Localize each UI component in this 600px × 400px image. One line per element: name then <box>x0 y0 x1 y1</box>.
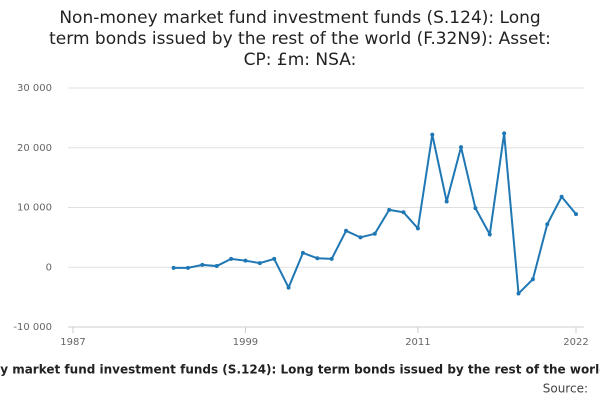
y-tick-label: 10 000 <box>17 203 52 214</box>
data-point <box>516 291 521 296</box>
data-point <box>300 250 305 255</box>
x-tick-label: 1987 <box>60 337 85 348</box>
data-point <box>171 265 176 270</box>
data-point <box>185 265 190 270</box>
data-point <box>444 199 449 204</box>
data-point <box>257 261 262 266</box>
data-point <box>387 207 392 212</box>
data-point <box>545 222 550 227</box>
x-tick-label: 1999 <box>233 337 258 348</box>
data-point <box>487 232 492 237</box>
data-point <box>329 256 334 261</box>
data-point <box>315 256 320 261</box>
data-point <box>559 194 564 199</box>
chart-title: Non-money market fund investment funds (… <box>59 8 540 28</box>
data-point <box>372 231 377 236</box>
data-point <box>344 228 349 233</box>
data-point <box>430 132 435 137</box>
data-point <box>530 277 535 282</box>
chart-title: CP: £m: NSA: <box>244 50 357 70</box>
y-tick-label: 30 000 <box>17 83 52 94</box>
data-point <box>574 212 578 217</box>
y-tick-label: 20 000 <box>17 143 52 154</box>
data-point <box>272 256 277 261</box>
chart-title: term bonds issued by the rest of the wor… <box>49 29 551 49</box>
x-tick-label: 2011 <box>405 337 430 348</box>
data-point <box>502 131 507 136</box>
data-point <box>229 256 234 261</box>
source: Source: <box>543 382 588 396</box>
x-tick-label: 2022 <box>563 337 588 348</box>
x-axis-label: Non-money market fund investment funds (… <box>0 363 600 377</box>
data-point <box>358 235 363 240</box>
data-point <box>214 264 219 269</box>
data-point <box>415 226 420 231</box>
y-tick-label: 0 <box>46 262 52 273</box>
data-point <box>243 258 248 263</box>
data-line <box>173 133 577 296</box>
data-point <box>401 210 406 215</box>
data-point <box>459 145 464 150</box>
data-point <box>286 285 291 290</box>
data-point <box>473 206 478 211</box>
y-tick-label: -10 000 <box>13 322 52 333</box>
data-point <box>200 262 205 267</box>
